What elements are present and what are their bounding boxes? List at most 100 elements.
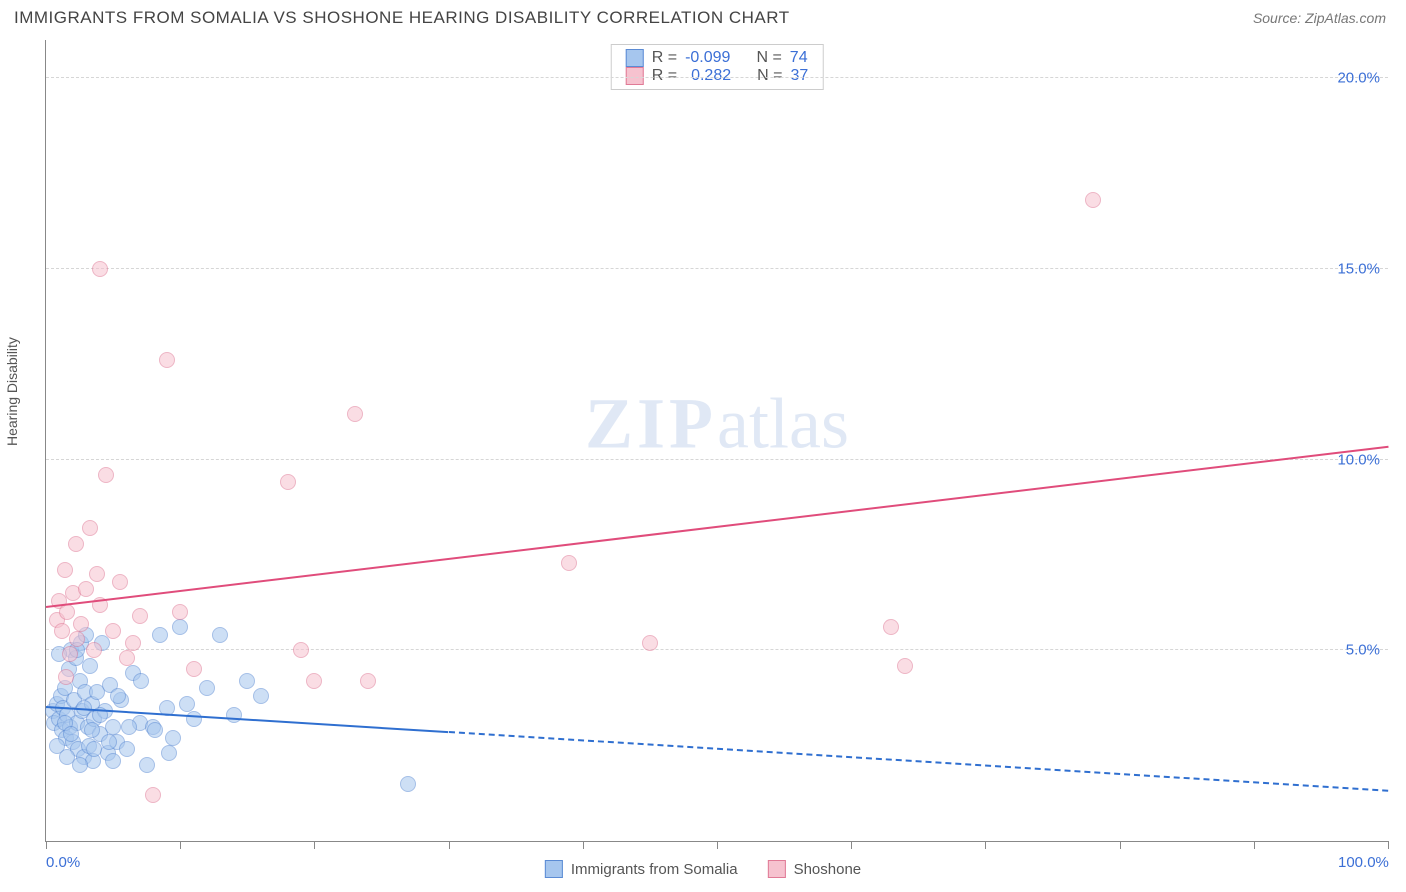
data-point (642, 635, 658, 651)
data-point (186, 661, 202, 677)
series-legend: Immigrants from Somalia Shoshone (545, 860, 861, 878)
data-point (212, 627, 228, 643)
legend-row-series-2: R = 0.282 N = 37 (626, 67, 809, 85)
r-label: R = (652, 67, 677, 85)
data-point (54, 623, 70, 639)
x-tick (314, 841, 315, 849)
data-point (57, 562, 73, 578)
data-point (152, 627, 168, 643)
n-label: N = (756, 49, 781, 67)
x-tick (583, 841, 584, 849)
data-point (253, 688, 269, 704)
chart-title: IMMIGRANTS FROM SOMALIA VS SHOSHONE HEAR… (14, 8, 790, 28)
data-point (105, 623, 121, 639)
data-point (110, 688, 126, 704)
legend-row-series-1: R = -0.099 N = 74 (626, 49, 809, 67)
n-value-2: 37 (790, 67, 808, 85)
data-point (125, 635, 141, 651)
legend-label-2: Shoshone (794, 861, 862, 878)
x-tick (1120, 841, 1121, 849)
y-tick-label: 20.0% (1337, 70, 1380, 87)
data-point (63, 726, 79, 742)
x-tick (717, 841, 718, 849)
x-tick (449, 841, 450, 849)
data-point (347, 406, 363, 422)
data-point (112, 574, 128, 590)
legend-item-1: Immigrants from Somalia (545, 860, 738, 878)
legend-swatch-1 (626, 49, 644, 67)
data-point (306, 673, 322, 689)
data-point (172, 604, 188, 620)
legend-swatch-bottom-2 (768, 860, 786, 878)
data-point (73, 616, 89, 632)
data-point (133, 673, 149, 689)
x-tick (46, 841, 47, 849)
data-point (360, 673, 376, 689)
data-point (147, 722, 163, 738)
data-point (145, 787, 161, 803)
data-point (82, 520, 98, 536)
x-tick (851, 841, 852, 849)
y-tick-label: 5.0% (1346, 642, 1380, 659)
r-label: R = (652, 49, 677, 67)
data-point (72, 757, 88, 773)
n-label: N = (757, 67, 782, 85)
n-value-1: 74 (790, 49, 808, 67)
watermark: ZIPatlas (585, 383, 849, 466)
trend-line-dashed (449, 731, 1389, 792)
data-point (58, 669, 74, 685)
data-point (105, 753, 121, 769)
x-tick (1388, 841, 1389, 849)
x-tick (1254, 841, 1255, 849)
data-point (98, 467, 114, 483)
x-tick-label: 0.0% (46, 854, 80, 871)
legend-item-2: Shoshone (768, 860, 862, 878)
y-tick-label: 15.0% (1337, 260, 1380, 277)
data-point (82, 658, 98, 674)
data-point (400, 776, 416, 792)
gridline (46, 77, 1388, 78)
data-point (89, 566, 105, 582)
correlation-legend: R = -0.099 N = 74 R = 0.282 N = 37 (611, 44, 824, 90)
data-point (132, 608, 148, 624)
data-point (68, 536, 84, 552)
data-point (293, 642, 309, 658)
data-point (86, 741, 102, 757)
data-point (86, 642, 102, 658)
data-point (226, 707, 242, 723)
data-point (172, 619, 188, 635)
data-point (62, 646, 78, 662)
data-point (119, 650, 135, 666)
data-point (561, 555, 577, 571)
legend-swatch-2 (626, 67, 644, 85)
x-tick (180, 841, 181, 849)
r-value-2: 0.282 (685, 67, 731, 85)
data-point (101, 734, 117, 750)
gridline (46, 459, 1388, 460)
legend-label-1: Immigrants from Somalia (571, 861, 738, 878)
data-point (165, 730, 181, 746)
data-point (159, 352, 175, 368)
y-tick-label: 10.0% (1337, 451, 1380, 468)
data-point (121, 719, 137, 735)
r-value-1: -0.099 (685, 49, 730, 67)
data-point (105, 719, 121, 735)
data-point (186, 711, 202, 727)
data-point (897, 658, 913, 674)
trend-line (46, 446, 1388, 608)
plot-area: ZIPatlas R = -0.099 N = 74 R = 0.282 N =… (45, 40, 1388, 842)
legend-swatch-bottom-1 (545, 860, 563, 878)
data-point (69, 631, 85, 647)
data-point (92, 261, 108, 277)
data-point (78, 581, 94, 597)
gridline (46, 649, 1388, 650)
data-point (280, 474, 296, 490)
data-point (1085, 192, 1101, 208)
data-point (179, 696, 195, 712)
data-point (883, 619, 899, 635)
data-point (161, 745, 177, 761)
data-point (119, 741, 135, 757)
data-point (84, 722, 100, 738)
y-axis-label: Hearing Disability (4, 337, 20, 446)
x-tick-label: 100.0% (1338, 854, 1389, 871)
